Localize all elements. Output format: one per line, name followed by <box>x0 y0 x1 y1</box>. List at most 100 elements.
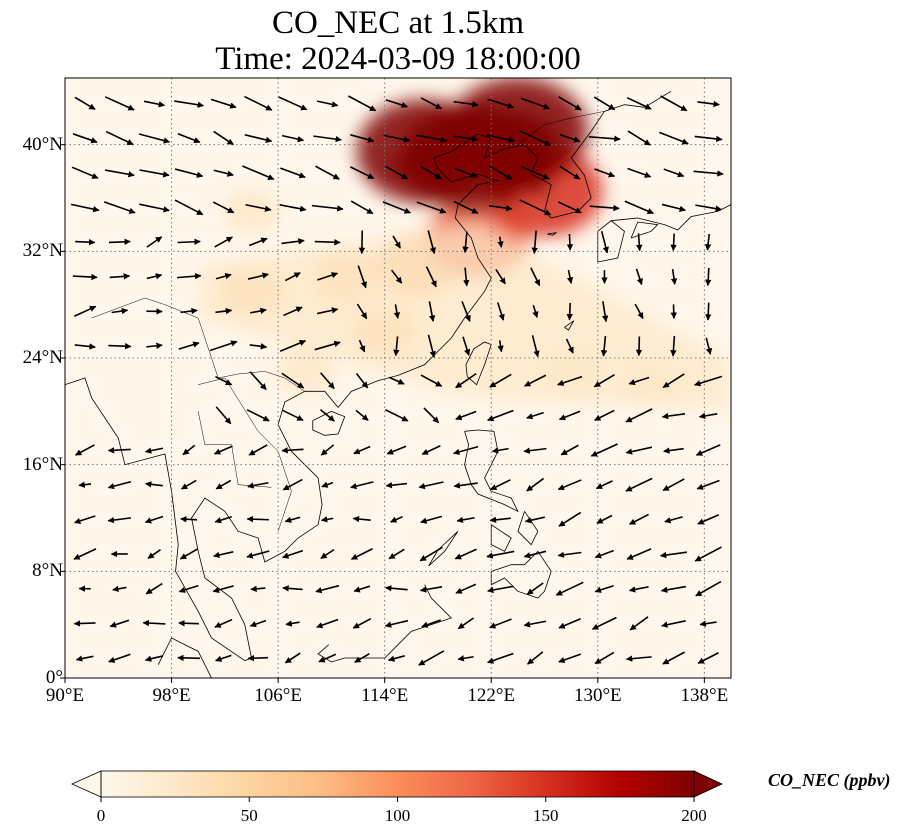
wind-arrow <box>283 306 303 317</box>
wind-arrow <box>634 303 644 320</box>
wind-arrow <box>249 619 267 628</box>
wind-arrow <box>697 100 720 108</box>
wind-arrow <box>566 269 574 284</box>
field-plume <box>384 112 558 198</box>
wind-arrow <box>627 167 652 178</box>
wind-arrow <box>355 372 369 389</box>
wind-arrow <box>71 166 99 179</box>
wind-arrow <box>249 343 268 350</box>
wind-arrow <box>453 100 479 108</box>
wind-arrow <box>453 135 479 143</box>
wind-arrow <box>177 238 201 245</box>
wind-arrow <box>519 129 552 147</box>
wind-arrow <box>524 516 546 524</box>
wind-arrow <box>316 100 339 108</box>
wind-arrow <box>555 581 584 596</box>
wind-arrow <box>660 95 688 112</box>
wind-arrow <box>629 616 649 631</box>
wind-arrow <box>415 134 448 143</box>
wind-arrow <box>385 99 409 109</box>
wind-arrow <box>74 343 96 350</box>
axis-ticks <box>60 144 705 683</box>
wind-arrow <box>311 204 344 212</box>
coastline-segment <box>317 584 453 663</box>
wind-arrow <box>139 203 170 213</box>
wind-arrow <box>694 546 722 562</box>
wind-arrow <box>663 447 684 454</box>
wind-arrow <box>107 447 131 454</box>
wind-arrow <box>486 550 515 559</box>
colorbar-tick-label: 50 <box>240 806 258 825</box>
wind-arrow <box>694 135 723 143</box>
wind-arrow <box>144 515 164 524</box>
wind-arrow <box>523 550 547 559</box>
wind-arrow <box>463 267 470 287</box>
wind-arrow <box>628 586 649 593</box>
wind-arrow <box>176 272 202 280</box>
wind-arrow <box>388 655 405 662</box>
wind-arrow <box>695 444 721 456</box>
wind-arrow <box>388 376 405 385</box>
wind-arrow <box>320 516 334 523</box>
wind-arrow <box>146 236 163 248</box>
wind-arrow <box>281 134 305 143</box>
wind-arrow <box>520 97 551 110</box>
wind-arrow <box>73 548 97 560</box>
wind-arrow <box>453 482 478 489</box>
wind-arrow <box>526 411 544 420</box>
wind-arrow <box>526 582 544 596</box>
wind-arrow <box>558 410 581 421</box>
wind-arrow <box>566 233 574 251</box>
wind-arrow <box>662 373 685 389</box>
xtick-label: 114°E <box>361 685 409 706</box>
wind-arrow <box>182 444 196 456</box>
wind-arrow <box>354 653 370 663</box>
wind-arrow <box>350 134 375 143</box>
wind-arrow <box>662 478 685 492</box>
wind-arrow <box>107 480 132 490</box>
wind-arrow <box>174 100 205 108</box>
wind-arrow <box>670 268 678 285</box>
wind-arrow <box>138 133 171 144</box>
wind-arrow <box>625 655 652 662</box>
wind-arrow <box>215 406 232 425</box>
wind-arrow <box>284 272 301 282</box>
wind-arrow <box>213 169 234 177</box>
wind-arrow <box>318 653 337 663</box>
wind-arrow <box>385 481 408 489</box>
wind-arrow <box>699 620 717 627</box>
wind-arrow <box>591 616 617 630</box>
wind-arrow <box>142 619 166 627</box>
wind-arrow <box>487 409 514 422</box>
wind-arrow <box>521 165 550 180</box>
wind-arrow <box>314 340 341 351</box>
wind-arrow <box>531 335 540 358</box>
wind-arrow <box>558 618 581 629</box>
wind-arrow <box>454 548 477 560</box>
wind-arrow <box>532 305 539 319</box>
wind-arrow <box>489 618 512 629</box>
wind-arrow <box>358 339 366 353</box>
wind-arrow <box>347 95 377 112</box>
wind-arrow <box>565 338 574 354</box>
wind-arrow <box>316 307 339 315</box>
wind-arrow <box>421 619 441 628</box>
wind-arrow <box>694 375 723 387</box>
wind-arrow <box>489 516 511 524</box>
wind-arrow <box>593 373 615 388</box>
wind-arrow <box>108 653 131 663</box>
wind-arrow <box>388 548 405 560</box>
wind-arrow <box>697 514 720 525</box>
xtick-label: 138°E <box>680 685 729 706</box>
wind-arrow <box>557 375 583 386</box>
wind-arrow <box>697 652 719 664</box>
coastline-segment <box>157 637 212 678</box>
colorbar-label: CO_NEC (ppbv) <box>768 770 891 790</box>
wind-arrow <box>282 409 304 422</box>
wind-arrow <box>280 167 306 179</box>
wind-arrow <box>215 654 232 662</box>
wind-arrow <box>282 478 303 491</box>
wind-arrow <box>626 96 652 110</box>
wind-arrow <box>427 334 436 358</box>
wind-arrow <box>350 200 374 215</box>
